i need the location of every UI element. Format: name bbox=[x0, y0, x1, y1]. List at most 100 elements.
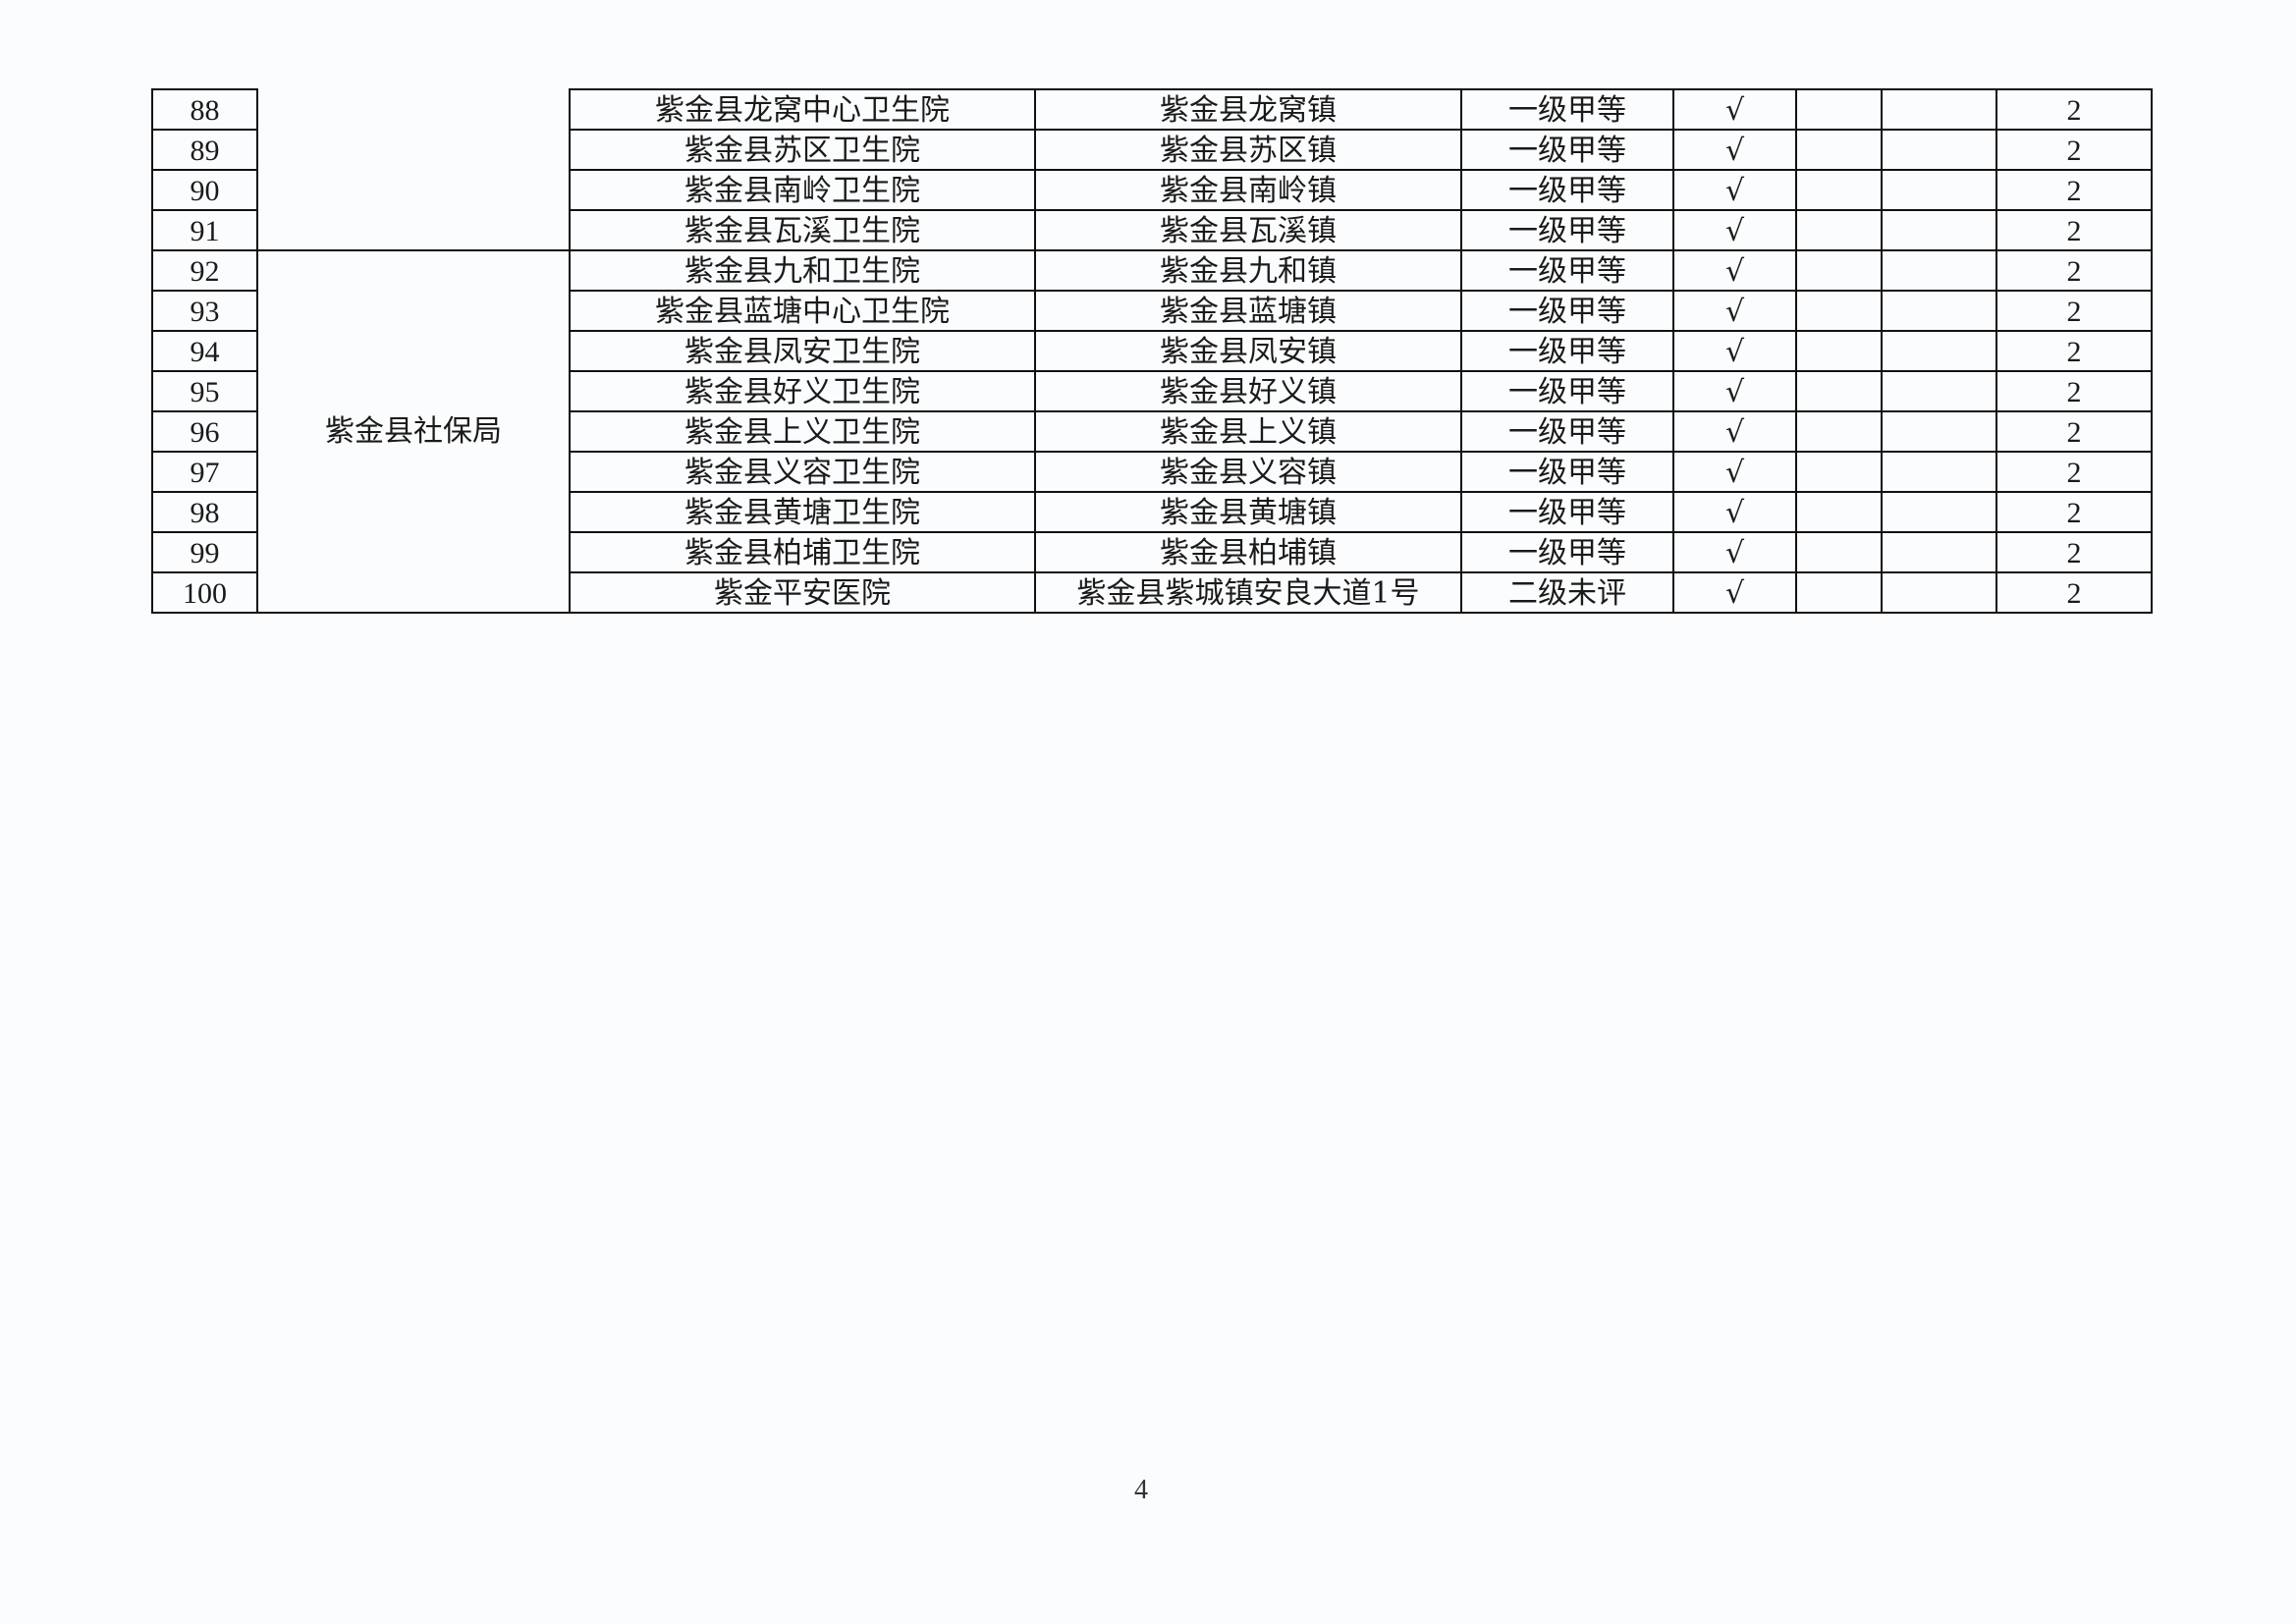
table-row: 88 紫金县龙窝中心卫生院 紫金县龙窝镇 一级甲等 √ 2 bbox=[151, 88, 2153, 251]
blank-cell bbox=[1795, 169, 1883, 211]
count: 2 bbox=[1995, 571, 2153, 614]
address: 紫金县苏区镇 bbox=[1034, 129, 1462, 171]
table-row: 91 紫金县瓦溪卫生院 紫金县瓦溪镇 一级甲等 √ 2 bbox=[151, 209, 2153, 251]
hospital-table: 88 紫金县龙窝中心卫生院 紫金县龙窝镇 一级甲等 √ 2 89 紫金县苏区卫生院 紫金县苏区镇… bbox=[151, 88, 2153, 614]
count: 2 bbox=[1995, 249, 2153, 292]
count: 2 bbox=[1995, 290, 2153, 332]
row-number: 99 bbox=[151, 531, 258, 573]
address: 紫金县九和镇 bbox=[1034, 249, 1462, 292]
table-row: 94 紫金县凤安卫生院 紫金县凤安镇 一级甲等 √ 2 bbox=[151, 330, 2153, 372]
address: 紫金县蓝塘镇 bbox=[1034, 290, 1462, 332]
check-mark: √ bbox=[1672, 451, 1797, 493]
address: 紫金县柏埔镇 bbox=[1034, 531, 1462, 573]
check-mark: √ bbox=[1672, 129, 1797, 171]
hospital-level: 一级甲等 bbox=[1460, 370, 1674, 412]
hospital-name: 紫金县柏埔卫生院 bbox=[569, 531, 1036, 573]
table-row: 95 紫金县好义卫生院 紫金县好义镇 一级甲等 √ 2 bbox=[151, 370, 2153, 412]
blank-cell bbox=[1881, 169, 1997, 211]
count: 2 bbox=[1995, 491, 2153, 533]
table-row: 97 紫金县义容卫生院 紫金县义容镇 一级甲等 √ 2 bbox=[151, 451, 2153, 493]
blank-cell bbox=[1795, 571, 1883, 614]
table-row: 100 紫金平安医院 紫金县紫城镇安良大道1号 二级未评 √ 2 bbox=[151, 571, 2153, 614]
address: 紫金县南岭镇 bbox=[1034, 169, 1462, 211]
table-row: 89 紫金县苏区卫生院 紫金县苏区镇 一级甲等 √ 2 bbox=[151, 129, 2153, 171]
count: 2 bbox=[1995, 129, 2153, 171]
table-row: 99 紫金县柏埔卫生院 紫金县柏埔镇 一级甲等 √ 2 bbox=[151, 531, 2153, 573]
hospital-name: 紫金县上义卫生院 bbox=[569, 410, 1036, 453]
check-mark: √ bbox=[1672, 249, 1797, 292]
row-number: 97 bbox=[151, 451, 258, 493]
hospital-level: 一级甲等 bbox=[1460, 209, 1674, 251]
row-number: 90 bbox=[151, 169, 258, 211]
table-row: 90 紫金县南岭卫生院 紫金县南岭镇 一级甲等 √ 2 bbox=[151, 169, 2153, 211]
hospital-name: 紫金县黄塘卫生院 bbox=[569, 491, 1036, 533]
hospital-level: 一级甲等 bbox=[1460, 129, 1674, 171]
check-mark: √ bbox=[1672, 531, 1797, 573]
check-mark: √ bbox=[1672, 290, 1797, 332]
address: 紫金县义容镇 bbox=[1034, 451, 1462, 493]
blank-cell bbox=[1881, 330, 1997, 372]
hospital-name: 紫金县九和卫生院 bbox=[569, 249, 1036, 292]
blank-cell bbox=[1795, 290, 1883, 332]
table-row: 93 紫金县蓝塘中心卫生院 紫金县蓝塘镇 一级甲等 √ 2 bbox=[151, 290, 2153, 332]
row-number: 89 bbox=[151, 129, 258, 171]
blank-cell bbox=[1795, 129, 1883, 171]
row-number: 88 bbox=[151, 88, 258, 131]
check-mark: √ bbox=[1672, 571, 1797, 614]
blank-cell bbox=[1881, 451, 1997, 493]
count: 2 bbox=[1995, 88, 2153, 131]
blank-cell bbox=[1881, 571, 1997, 614]
address: 紫金县好义镇 bbox=[1034, 370, 1462, 412]
blank-cell bbox=[1881, 129, 1997, 171]
blank-cell bbox=[1881, 370, 1997, 412]
count: 2 bbox=[1995, 531, 2153, 573]
hospital-name: 紫金平安医院 bbox=[569, 571, 1036, 614]
blank-cell bbox=[1881, 491, 1997, 533]
check-mark: √ bbox=[1672, 209, 1797, 251]
hospital-name: 紫金县南岭卫生院 bbox=[569, 169, 1036, 211]
blank-cell bbox=[1795, 370, 1883, 412]
address: 紫金县凤安镇 bbox=[1034, 330, 1462, 372]
check-mark: √ bbox=[1672, 330, 1797, 372]
count: 2 bbox=[1995, 209, 2153, 251]
hospital-level: 一级甲等 bbox=[1460, 249, 1674, 292]
hospital-level: 一级甲等 bbox=[1460, 451, 1674, 493]
address: 紫金县紫城镇安良大道1号 bbox=[1034, 571, 1462, 614]
hospital-level: 一级甲等 bbox=[1460, 330, 1674, 372]
row-number: 96 bbox=[151, 410, 258, 453]
address: 紫金县上义镇 bbox=[1034, 410, 1462, 453]
blank-cell bbox=[1881, 249, 1997, 292]
count: 2 bbox=[1995, 169, 2153, 211]
address: 紫金县瓦溪镇 bbox=[1034, 209, 1462, 251]
row-number: 98 bbox=[151, 491, 258, 533]
blank-cell bbox=[1795, 531, 1883, 573]
count: 2 bbox=[1995, 330, 2153, 372]
hospital-name: 紫金县龙窝中心卫生院 bbox=[569, 88, 1036, 131]
hospital-name: 紫金县蓝塘中心卫生院 bbox=[569, 290, 1036, 332]
hospital-name: 紫金县义容卫生院 bbox=[569, 451, 1036, 493]
check-mark: √ bbox=[1672, 410, 1797, 453]
blank-cell bbox=[1795, 209, 1883, 251]
page-number: 4 bbox=[1134, 1475, 1148, 1505]
blank-cell bbox=[1881, 290, 1997, 332]
row-number: 92 bbox=[151, 249, 258, 292]
row-number: 95 bbox=[151, 370, 258, 412]
table-row: 92 紫金县社保局 紫金县九和卫生院 紫金县九和镇 一级甲等 √ 2 bbox=[151, 249, 2153, 614]
address: 紫金县龙窝镇 bbox=[1034, 88, 1462, 131]
blank-cell bbox=[1795, 410, 1883, 453]
group-label: 紫金县社保局 bbox=[256, 249, 571, 614]
blank-cell bbox=[1881, 209, 1997, 251]
hospital-name: 紫金县好义卫生院 bbox=[569, 370, 1036, 412]
blank-cell bbox=[1795, 88, 1883, 131]
hospital-name: 紫金县苏区卫生院 bbox=[569, 129, 1036, 171]
address: 紫金县黄塘镇 bbox=[1034, 491, 1462, 533]
check-mark: √ bbox=[1672, 491, 1797, 533]
hospital-level: 一级甲等 bbox=[1460, 88, 1674, 131]
check-mark: √ bbox=[1672, 88, 1797, 131]
row-number: 93 bbox=[151, 290, 258, 332]
hospital-level: 一级甲等 bbox=[1460, 531, 1674, 573]
row-number: 91 bbox=[151, 209, 258, 251]
count: 2 bbox=[1995, 451, 2153, 493]
row-number: 100 bbox=[151, 571, 258, 614]
blank-cell bbox=[1795, 451, 1883, 493]
